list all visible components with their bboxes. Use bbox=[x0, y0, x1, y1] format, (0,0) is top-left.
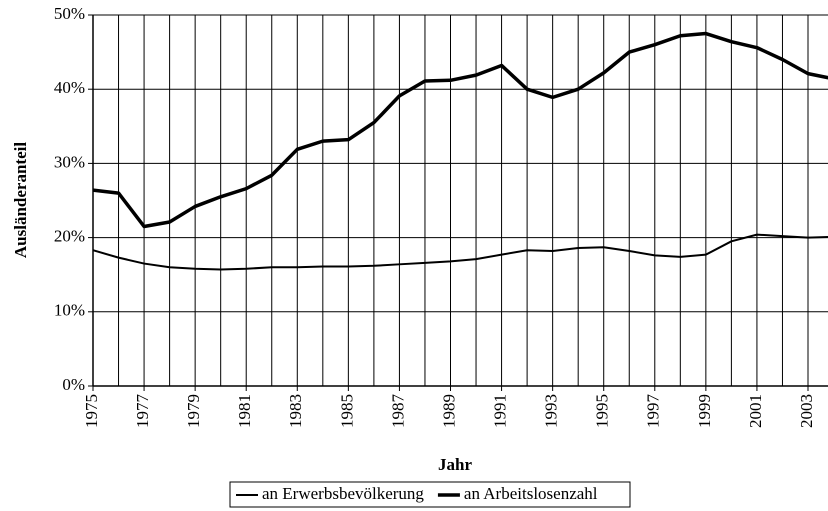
x-tick-label: 2001 bbox=[746, 394, 765, 428]
x-tick-label: 1989 bbox=[439, 394, 458, 428]
x-tick-label: 1993 bbox=[542, 394, 561, 428]
legend: an Erwerbsbevölkerung an Arbeitslosenzahl bbox=[229, 481, 631, 508]
x-tick-label: 1995 bbox=[593, 394, 612, 428]
y-tick-label: 40% bbox=[54, 78, 85, 97]
x-tick-label: 1979 bbox=[184, 394, 203, 428]
plot-area bbox=[92, 14, 828, 387]
x-tick-label: 1987 bbox=[388, 394, 407, 429]
y-tick-label: 0% bbox=[62, 375, 85, 394]
line-series bbox=[92, 31, 828, 229]
x-tick-label: 1981 bbox=[235, 394, 254, 428]
x-tick-label: 1991 bbox=[490, 394, 509, 428]
x-tick-label: 2003 bbox=[797, 394, 816, 428]
legend-box bbox=[229, 481, 631, 508]
y-tick-label: 10% bbox=[54, 301, 85, 320]
x-tick-label: 1985 bbox=[337, 394, 356, 428]
y-tick-label: 50% bbox=[54, 4, 85, 23]
legend-label: an Arbeitslosenzahl bbox=[464, 484, 598, 503]
x-tick-label: 1997 bbox=[644, 394, 663, 429]
y-tick-label: 20% bbox=[54, 227, 85, 246]
y-axis-label: Ausländeranteil bbox=[11, 142, 30, 258]
x-tick-label: 1983 bbox=[286, 394, 305, 428]
legend-label: an Erwerbsbevölkerung bbox=[262, 484, 424, 503]
x-tick-label: 1999 bbox=[695, 394, 714, 428]
y-tick-label: 30% bbox=[54, 152, 85, 171]
x-tick-label: 1977 bbox=[133, 394, 152, 429]
x-axis-label: Jahr bbox=[438, 455, 472, 474]
axes: 0% 10% 20% 30% 40% 50% 1975 1977 1979 1981 1983 198… bbox=[54, 4, 828, 428]
line-series bbox=[92, 233, 828, 271]
x-tick-label: 1975 bbox=[82, 394, 101, 428]
